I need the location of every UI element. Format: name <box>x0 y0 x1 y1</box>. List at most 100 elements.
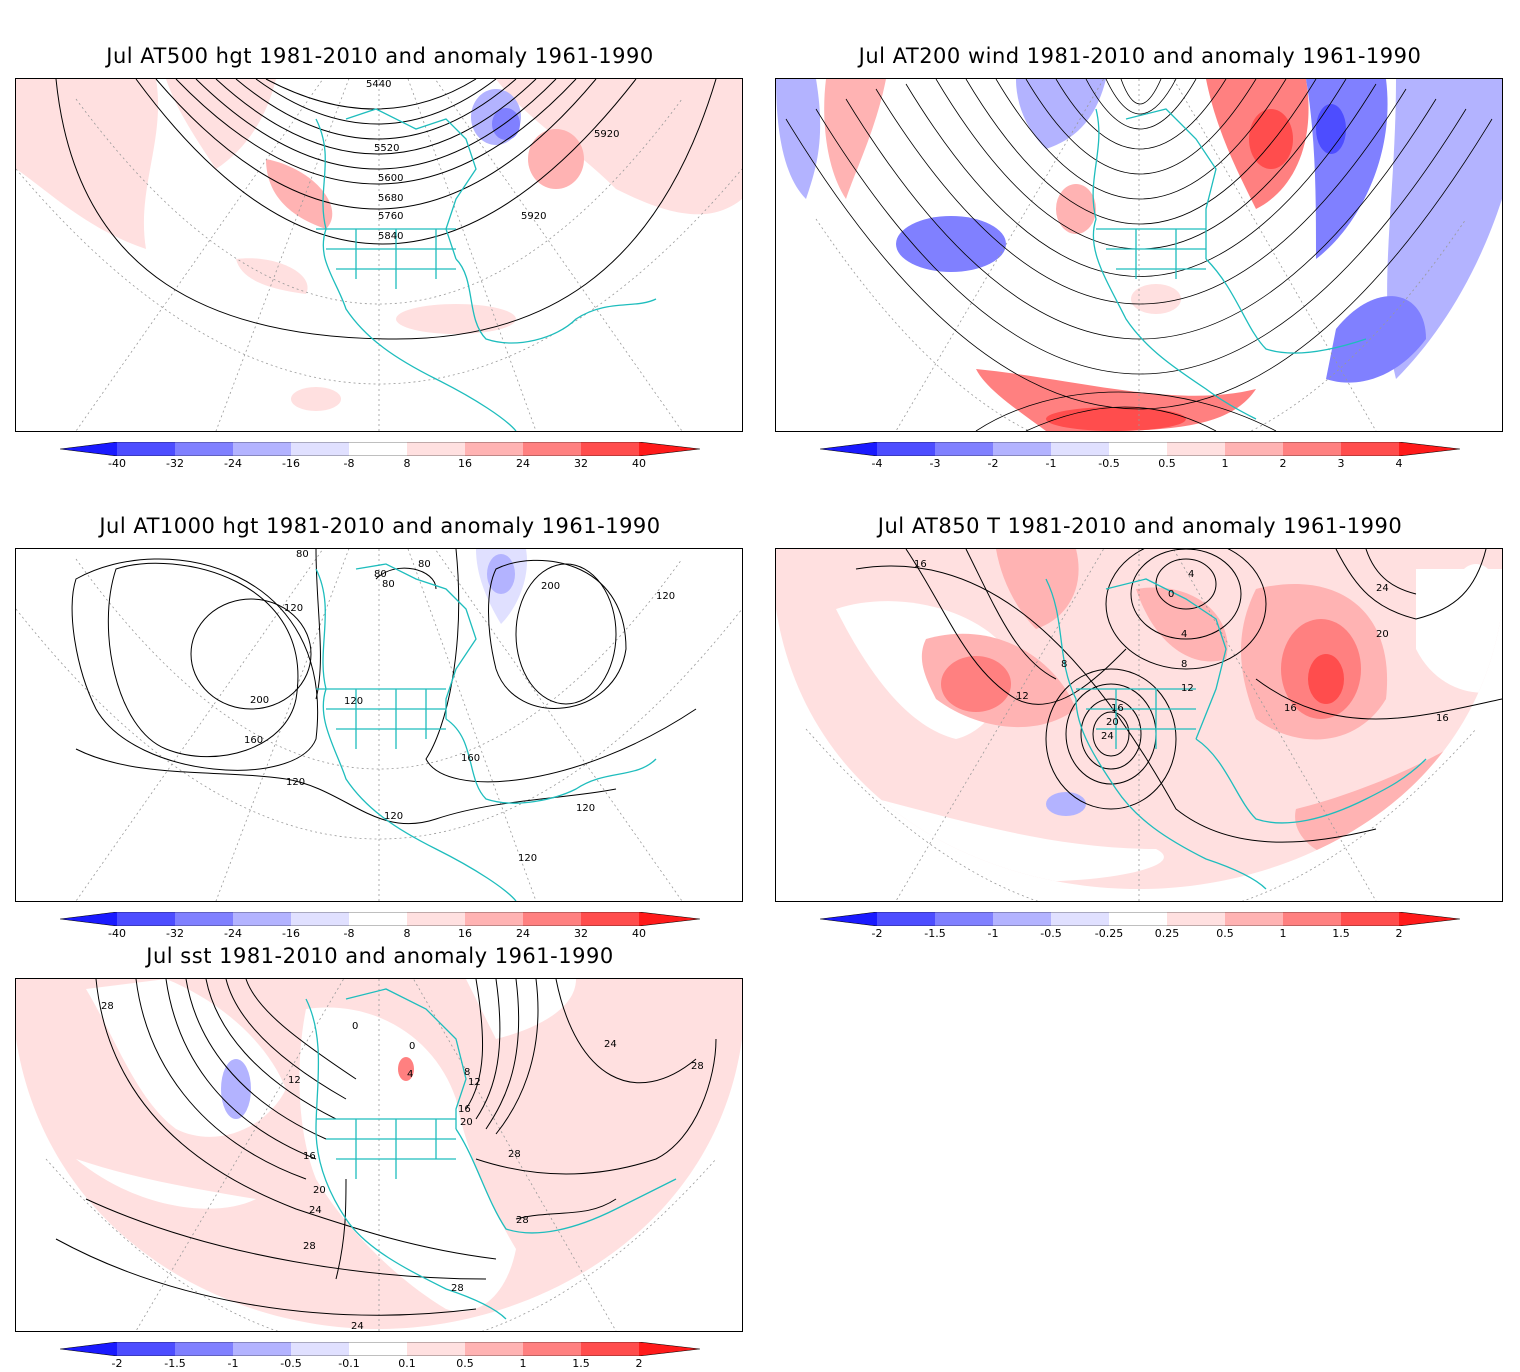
colorbar-label: -40 <box>108 457 126 470</box>
contour-label: 4 <box>1181 629 1187 640</box>
contour-label: 28 <box>101 1001 114 1012</box>
colorbar-label: -1.5 <box>924 927 946 940</box>
coastlines <box>315 563 657 901</box>
colorbar: -4 -3 -2 -1 -0.5 0.5 1 2 3 4 <box>820 442 1460 472</box>
contour-label: 80 <box>418 559 431 570</box>
colorbar-label: -2 <box>871 927 883 940</box>
colorbar-label: -24 <box>224 927 242 940</box>
colorbar-label: 8 <box>403 927 411 940</box>
graticule <box>16 79 742 431</box>
contour-label: 24 <box>1376 583 1389 594</box>
contour-label: 16 <box>458 1104 471 1115</box>
streamlines <box>785 79 1493 431</box>
colorbar-label: -0.5 <box>1040 927 1062 940</box>
colorbar-label: 2 <box>635 1357 643 1370</box>
colorbar-label: -1.5 <box>164 1357 186 1370</box>
coastlines <box>305 988 677 1320</box>
contour-label: 5840 <box>378 231 403 242</box>
colorbar-label: -2 <box>111 1357 123 1370</box>
map-frame: 28 12 16 20 24 28 28 0 0 4 8 12 16 20 24… <box>15 978 743 1332</box>
colorbar-label: -0.25 <box>1094 927 1124 940</box>
map-frame: 16 4 0 4 8 8 12 12 16 20 24 24 20 16 16 <box>775 548 1503 902</box>
contour-label: 12 <box>1016 691 1029 702</box>
colorbar-bar <box>820 442 1460 456</box>
colorbar-label: 1.5 <box>1332 927 1350 940</box>
colorbar-label: -1 <box>987 927 999 940</box>
coastlines <box>1045 578 1427 890</box>
graticule <box>16 549 742 901</box>
panel-title: Jul AT200 wind 1981-2010 and anomaly 196… <box>858 44 1422 68</box>
colorbar: -40 -32 -24 -16 -8 8 16 24 32 40 <box>60 912 700 942</box>
colorbar-label: 1 <box>1221 457 1229 470</box>
map-frame: 5440 5520 5600 5680 5760 5840 5920 5920 <box>15 78 743 432</box>
colorbar-label: 1 <box>519 1357 527 1370</box>
colorbar-label: -24 <box>224 457 242 470</box>
contours <box>55 79 717 340</box>
colorbar-label: 24 <box>516 927 530 940</box>
colorbar-label: 40 <box>632 457 646 470</box>
contour-label: 8 <box>1181 659 1187 670</box>
panel-title: Jul AT500 hgt 1981-2010 and anomaly 1961… <box>106 44 654 68</box>
contour-label: 16 <box>1284 703 1297 714</box>
contour-label: 20 <box>1106 717 1119 728</box>
colorbar-label: 2 <box>1395 927 1403 940</box>
colorbar-label: -3 <box>929 457 941 470</box>
contour-label: 80 <box>296 549 309 560</box>
panel-title: Jul AT1000 hgt 1981-2010 and anomaly 196… <box>99 514 661 538</box>
contour-label: 16 <box>1436 713 1449 724</box>
panel-title: Jul AT850 T 1981-2010 and anomaly 1961-1… <box>877 514 1403 538</box>
colorbar-bar <box>60 912 700 926</box>
contour-label: 12 <box>468 1077 481 1088</box>
colorbar-label: 40 <box>632 927 646 940</box>
contour-label: 28 <box>516 1215 529 1226</box>
contour-label: 200 <box>250 695 269 706</box>
contour-labels: 16 4 0 4 8 8 12 12 16 20 24 24 20 16 16 <box>914 559 1449 742</box>
colorbar-label: -1 <box>227 1357 239 1370</box>
colorbar-label: 24 <box>516 457 530 470</box>
contour-label: 12 <box>288 1075 301 1086</box>
colorbar-bar <box>60 442 700 456</box>
contour-label: 16 <box>914 559 927 570</box>
contour-label: 5520 <box>374 143 399 154</box>
map-at1000: 80 80 80 80 120 120 120 120 200 200 160 … <box>16 549 742 901</box>
contour-labels: 28 12 16 20 24 28 28 0 0 4 8 12 16 20 24… <box>101 1001 704 1331</box>
colorbar: -2 -1.5 -1 -0.5 -0.25 0.25 0.5 1 1.5 2 <box>820 912 1460 942</box>
colorbar-label: 1.5 <box>572 1357 590 1370</box>
contour-label: 5600 <box>378 173 403 184</box>
contour-label: 0 <box>1168 589 1174 600</box>
contours <box>855 549 1502 843</box>
colorbar-label: -8 <box>343 927 355 940</box>
contour-label: 28 <box>451 1283 464 1294</box>
contours <box>71 549 697 825</box>
coastlines <box>1092 108 1367 420</box>
contour-label: 120 <box>286 777 305 788</box>
colorbar-label: 0.5 <box>1216 927 1234 940</box>
contour-label: 120 <box>344 696 363 707</box>
contour-label: 4 <box>1188 569 1194 580</box>
colorbar-label: 8 <box>403 457 411 470</box>
contour-label: 0 <box>409 1041 415 1052</box>
contour-label: 24 <box>604 1039 617 1050</box>
contour-label: 120 <box>576 803 595 814</box>
contour-label: 16 <box>303 1151 316 1162</box>
contour-label: 5760 <box>378 211 403 222</box>
contour-label: 20 <box>460 1117 473 1128</box>
contour-label: 28 <box>508 1149 521 1160</box>
colorbar-label: 32 <box>574 457 588 470</box>
contour-label: 20 <box>313 1185 326 1196</box>
coastlines <box>315 108 657 431</box>
colorbar-label: 0.1 <box>398 1357 416 1370</box>
contour-label: 160 <box>244 735 263 746</box>
contour-label: 120 <box>518 853 537 864</box>
map-at200 <box>776 79 1502 431</box>
colorbar-label: 16 <box>458 457 472 470</box>
contour-label: 5440 <box>366 79 391 90</box>
colorbar-label: 2 <box>1279 457 1287 470</box>
colorbar-label: -8 <box>343 457 355 470</box>
map-frame: 80 80 80 80 120 120 120 120 200 200 160 … <box>15 548 743 902</box>
graticule <box>815 79 1467 431</box>
contour-labels: 80 80 80 80 120 120 120 120 200 200 160 … <box>244 549 675 864</box>
contour-label: 24 <box>1101 731 1114 742</box>
colorbar-label: 3 <box>1337 457 1345 470</box>
contour-label: 80 <box>382 579 395 590</box>
